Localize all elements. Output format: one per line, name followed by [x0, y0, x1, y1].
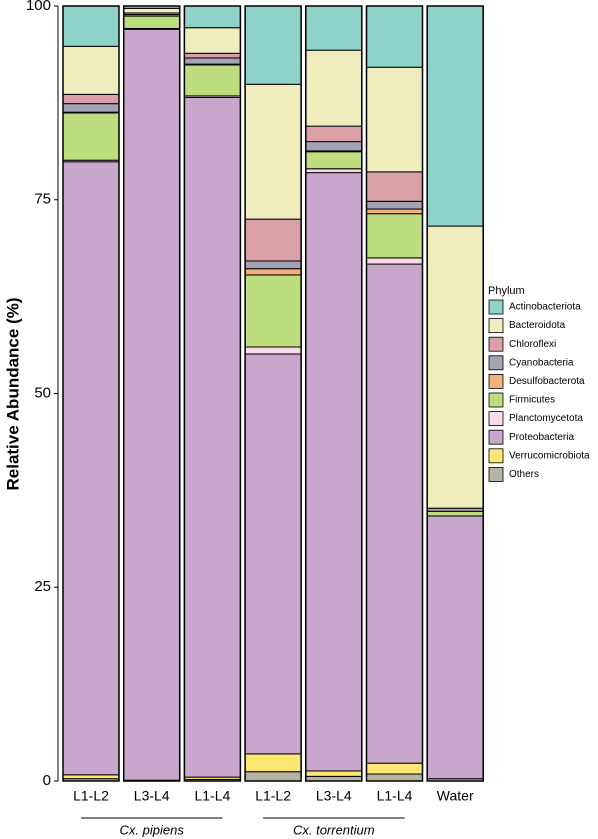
legend-label: Cyanobacteria [509, 357, 574, 368]
bar-segment [244, 218, 302, 262]
legend-label: Others [509, 469, 539, 480]
x-tick-label: L1-L4 [377, 788, 413, 804]
bar-segment [123, 28, 181, 781]
legend-label: Firmicutes [509, 395, 555, 406]
bar-segment [183, 64, 241, 97]
bar-segment [244, 5, 302, 85]
bar-segment [244, 771, 302, 782]
bar-segment [62, 45, 120, 95]
legend-swatch [488, 448, 504, 464]
legend-swatch [488, 373, 504, 389]
bar-segment [305, 141, 363, 152]
bar-segment [366, 200, 423, 210]
bar-segment [305, 172, 363, 772]
legend-label: Actinobacteriota [509, 302, 581, 313]
y-tick-label: 100 [26, 0, 51, 14]
bar-segment [62, 103, 120, 113]
bar-outline [244, 5, 302, 782]
bar-segment [305, 151, 363, 170]
bar-segment [244, 346, 302, 355]
bar-outline [365, 5, 424, 782]
y-tick-label: 50 [34, 384, 51, 401]
bar-segment [244, 274, 302, 348]
bar-segment [366, 213, 423, 259]
legend-label: Planctomycetota [509, 413, 583, 424]
bar-segment [123, 15, 181, 29]
bar-segment [305, 5, 363, 51]
bar-segment [244, 753, 302, 773]
bar-segment [426, 225, 484, 509]
legend-swatch [488, 392, 504, 408]
bar-segment [305, 770, 363, 777]
legend-label: Chloroflexi [509, 339, 556, 350]
bar-segment [366, 257, 423, 265]
bar-segment [244, 353, 302, 755]
y-tick-label: 0 [43, 772, 51, 789]
bar-segment [426, 510, 484, 517]
bar-segment [183, 57, 241, 65]
group-label: Cx. torrentium [293, 822, 375, 837]
x-tick-label: L1-L2 [73, 788, 109, 804]
bar-segment [62, 161, 120, 776]
bar-segment [366, 5, 423, 68]
bar-outline [305, 5, 363, 782]
legend-swatch [488, 466, 504, 482]
bar-segment [62, 93, 120, 105]
bar-segment [305, 168, 363, 174]
bar-segment [62, 5, 120, 47]
bar-segment [62, 774, 120, 780]
legend-swatch [488, 411, 504, 427]
legend-label: Desulfobacterota [509, 376, 585, 387]
bar-segment [62, 112, 120, 161]
group-label: Cx. pipiens [120, 822, 185, 837]
legend-swatch [488, 299, 504, 315]
bar-segment [366, 263, 423, 764]
legend-swatch [488, 429, 504, 445]
x-tick-label: L1-L4 [194, 788, 230, 804]
bar-segment [183, 96, 241, 778]
bar-segment [244, 260, 302, 270]
legend-title: Phylum [488, 285, 525, 297]
bar-outline [183, 5, 242, 782]
bar-segment [305, 49, 363, 127]
bar-segment [183, 5, 241, 29]
y-tick-label: 25 [34, 578, 51, 595]
bar-segment [183, 52, 241, 59]
bar-segment [183, 27, 241, 54]
bar-segment [244, 268, 302, 276]
bar-outline [426, 5, 484, 782]
bar-segment [426, 515, 484, 780]
bar-segment [366, 762, 423, 775]
bar-outline [122, 5, 181, 782]
bar-segment [426, 5, 484, 227]
legend-label: Proteobacteria [509, 432, 574, 443]
bar-segment [244, 83, 302, 220]
x-tick-label: L3-L4 [134, 788, 170, 804]
legend-label: Verrucomicrobiota [509, 450, 590, 461]
legend-label: Bacteroidota [509, 320, 566, 331]
x-tick-label: Water [437, 788, 474, 804]
bar-segment [305, 125, 363, 143]
x-tick-label: L3-L4 [316, 788, 352, 804]
y-tick-label: 75 [34, 191, 51, 208]
bar-segment [366, 171, 423, 202]
legend-swatch [488, 336, 504, 352]
legend-swatch [488, 318, 504, 334]
bar-segment [366, 773, 423, 782]
bar-outline [62, 5, 120, 782]
bar-segment [123, 7, 181, 14]
bar-segment [366, 66, 423, 173]
bar-segment [366, 208, 423, 215]
y-axis-label: Relative Abundance (%) [3, 297, 22, 490]
legend-swatch [488, 355, 504, 371]
x-tick-label: L1-L2 [255, 788, 291, 804]
